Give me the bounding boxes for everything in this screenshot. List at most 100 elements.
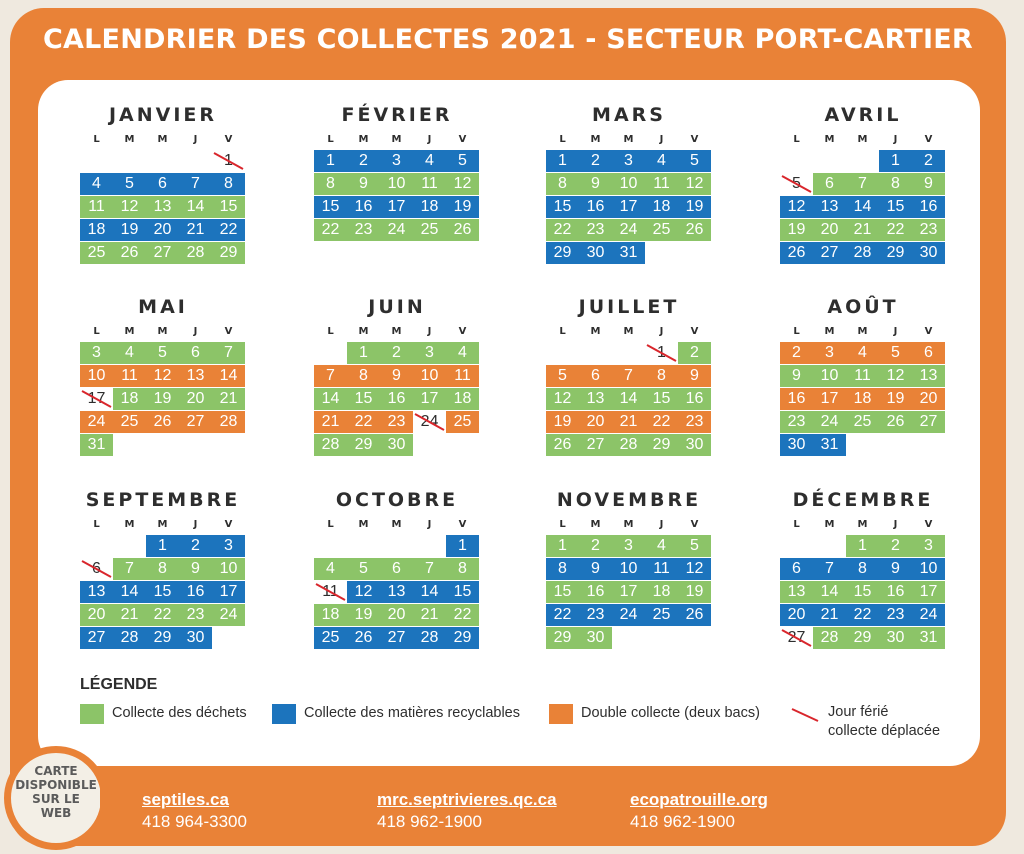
link-septiles[interactable]: septiles.ca — [142, 790, 229, 809]
day-cell: 23 — [579, 604, 612, 626]
day-number: 15 — [153, 583, 172, 600]
day-number: 9 — [591, 175, 600, 192]
weekday-header: M — [590, 519, 601, 530]
day-number: 3 — [425, 344, 434, 361]
weekday-header: M — [391, 134, 402, 145]
weekday-header: M — [391, 326, 402, 337]
day-number: 30 — [586, 244, 605, 261]
day-cell: 9 — [380, 365, 413, 387]
day-cell: 17 — [380, 196, 413, 218]
weekday-header: M — [124, 134, 135, 145]
day-cell: 22 — [446, 604, 479, 626]
day-number: 24 — [387, 221, 406, 238]
day-cell: 9 — [678, 365, 711, 387]
month-name: JUIN — [368, 296, 426, 318]
day-cell: 2 — [780, 342, 813, 364]
day-number: 23 — [886, 606, 905, 623]
legend-double-label: Double collecte (deux bacs) — [581, 705, 760, 721]
day-number: 27 — [586, 436, 605, 453]
day-cell: 7 — [612, 365, 645, 387]
day-number: 15 — [553, 583, 572, 600]
day-cell: 17 — [912, 581, 945, 603]
day-number: 9 — [591, 560, 600, 577]
day-number: 11 — [653, 175, 670, 192]
month-name: DÉCEMBRE — [792, 489, 934, 511]
day-number: 13 — [87, 583, 106, 600]
orange-swatch — [549, 704, 573, 724]
day-number: 21 — [853, 221, 872, 238]
day-cell: 9 — [780, 365, 813, 387]
day-number: 28 — [321, 436, 340, 453]
legend-recycling-label: Collecte des matières recyclables — [304, 705, 520, 721]
day-cell: 19 — [678, 581, 711, 603]
day-number: 28 — [219, 413, 238, 430]
weekday-header: V — [224, 134, 233, 145]
day-cell: 23 — [780, 411, 813, 433]
day-cell: 10 — [813, 365, 846, 387]
day-cell: 1 — [146, 535, 179, 557]
holiday-day-cell: 1 — [645, 342, 678, 364]
day-number: 2 — [792, 344, 801, 361]
day-cell: 29 — [146, 627, 179, 649]
day-number: 23 — [787, 413, 806, 430]
day-number: 22 — [553, 221, 572, 238]
day-cell: 26 — [446, 219, 479, 241]
day-cell: 14 — [612, 388, 645, 410]
day-cell: 29 — [546, 627, 579, 649]
day-number: 21 — [619, 413, 638, 430]
day-cell: 25 — [314, 627, 347, 649]
day-number: 29 — [354, 436, 373, 453]
day-number: 9 — [359, 175, 368, 192]
weekday-header: V — [690, 326, 699, 337]
day-number: 12 — [787, 198, 806, 215]
day-number: 15 — [652, 390, 671, 407]
link-ecopatrouille[interactable]: ecopatrouille.org — [630, 790, 768, 809]
day-number: 17 — [919, 583, 938, 600]
day-number: 6 — [92, 560, 101, 577]
day-cell: 6 — [146, 173, 179, 195]
day-cell: 28 — [113, 627, 146, 649]
weekday-header: M — [157, 519, 168, 530]
day-number: 14 — [321, 390, 340, 407]
day-cell: 30 — [780, 434, 813, 456]
day-number: 26 — [685, 606, 704, 623]
day-cell: 13 — [780, 581, 813, 603]
day-number: 14 — [186, 198, 205, 215]
day-number: 3 — [392, 152, 401, 169]
day-number: 5 — [125, 175, 134, 192]
day-cell: 7 — [314, 365, 347, 387]
day-cell: 30 — [179, 627, 212, 649]
weekday-header: M — [857, 326, 868, 337]
weekday-header: M — [824, 519, 835, 530]
day-number: 23 — [354, 221, 373, 238]
day-number: 24 — [619, 221, 638, 238]
day-cell: 28 — [413, 627, 446, 649]
day-cell: 24 — [380, 219, 413, 241]
day-cell: 12 — [678, 558, 711, 580]
day-cell: 8 — [879, 173, 912, 195]
day-number: 21 — [120, 606, 139, 623]
day-cell: 8 — [645, 365, 678, 387]
day-cell: 18 — [645, 196, 678, 218]
day-number: 12 — [153, 367, 172, 384]
day-number: 2 — [924, 152, 933, 169]
day-cell: 29 — [645, 434, 678, 456]
weekday-header: L — [559, 134, 566, 145]
blue-swatch — [272, 704, 296, 724]
day-number: 12 — [354, 583, 373, 600]
month-name: NOVEMBRE — [556, 489, 702, 511]
weekday-header: M — [157, 326, 168, 337]
day-cell: 9 — [879, 558, 912, 580]
day-cell: 12 — [879, 365, 912, 387]
day-cell: 19 — [879, 388, 912, 410]
day-cell: 11 — [846, 365, 879, 387]
day-cell: 14 — [212, 365, 245, 387]
day-number: 30 — [685, 436, 704, 453]
day-number: 12 — [886, 367, 905, 384]
day-cell: 11 — [113, 365, 146, 387]
day-cell: 2 — [912, 150, 945, 172]
day-number: 7 — [858, 175, 867, 192]
link-mrc[interactable]: mrc.septrivieres.qc.ca — [377, 790, 557, 809]
day-number: 15 — [219, 198, 238, 215]
day-cell: 16 — [347, 196, 380, 218]
